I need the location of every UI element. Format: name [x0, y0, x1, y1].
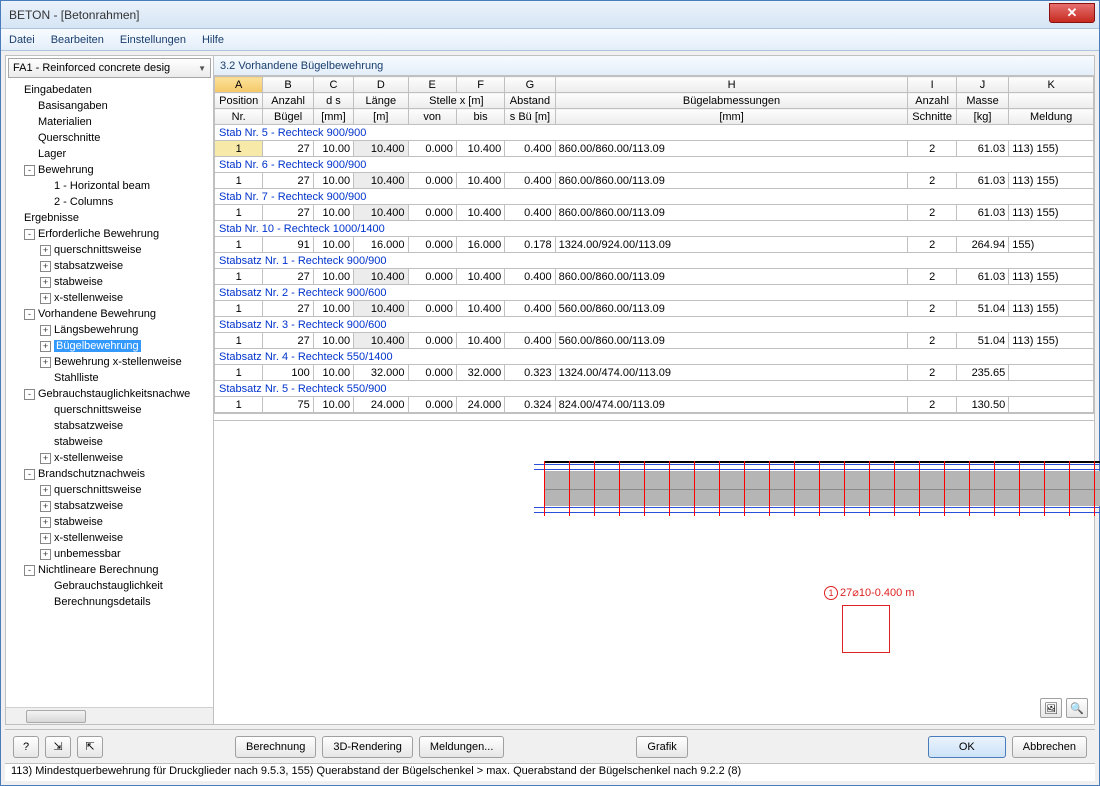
tree-item[interactable]: Lager: [6, 146, 213, 162]
tree-item[interactable]: querschnittsweise: [6, 402, 213, 418]
tree-item[interactable]: 1 - Horizontal beam: [6, 178, 213, 194]
zoom-icon[interactable]: 🔍: [1066, 698, 1088, 718]
tree-item[interactable]: -Bewehrung: [6, 162, 213, 178]
tree-item[interactable]: Eingabedaten: [6, 82, 213, 98]
tree-item[interactable]: -Gebrauchstauglichkeitsnachwe: [6, 386, 213, 402]
tree-item[interactable]: stabsatzweise: [6, 418, 213, 434]
menu-datei[interactable]: Datei: [9, 34, 35, 46]
tree-item[interactable]: Materialien: [6, 114, 213, 130]
tree-item[interactable]: +querschnittsweise: [6, 482, 213, 498]
tree-item[interactable]: +Bügelbewehrung: [6, 338, 213, 354]
ok-button[interactable]: OK: [928, 736, 1006, 758]
results-table[interactable]: ABCDEFGHIJKPositionAnzahld sLängeStelle …: [214, 76, 1094, 413]
tree-item[interactable]: Basisangaben: [6, 98, 213, 114]
tree-item[interactable]: Berechnungsdetails: [6, 594, 213, 610]
load-case-combo[interactable]: FA1 - Reinforced concrete desig: [8, 58, 211, 78]
rendering-button[interactable]: 3D-Rendering: [322, 736, 412, 758]
tree-item[interactable]: +stabweise: [6, 514, 213, 530]
abbrechen-button[interactable]: Abbrechen: [1012, 736, 1087, 758]
print-icon[interactable]: 🖼: [1040, 698, 1062, 718]
tree-item[interactable]: stabweise: [6, 434, 213, 450]
titlebar: BETON - [Betonrahmen] ✕: [1, 1, 1099, 29]
tree-item[interactable]: +querschnittsweise: [6, 242, 213, 258]
graphic-area: 1 27⌀10-0.400 m 🖼 🔍: [214, 420, 1094, 724]
tree-item[interactable]: -Brandschutznachweis: [6, 466, 213, 482]
tree-item[interactable]: Ergebnisse: [6, 210, 213, 226]
stirrup-legend: 1 27⌀10-0.400 m: [824, 586, 915, 600]
meldungen-button[interactable]: Meldungen...: [419, 736, 505, 758]
right-panel: 3.2 Vorhandene Bügelbewehrung ABCDEFGHIJ…: [214, 56, 1094, 724]
tree-item[interactable]: +x-stellenweise: [6, 450, 213, 466]
grafik-button[interactable]: Grafik: [636, 736, 687, 758]
content-area: FA1 - Reinforced concrete desig Eingabed…: [5, 55, 1095, 725]
bottom-toolbar: ? ⇲ ⇱ Berechnung 3D-Rendering Meldungen.…: [5, 729, 1095, 763]
status-bar: 113) Mindestquerbewehrung für Druckglied…: [5, 763, 1095, 781]
tree-item[interactable]: Gebrauchstauglichkeit: [6, 578, 213, 594]
tree-item[interactable]: +Längsbewehrung: [6, 322, 213, 338]
left-panel: FA1 - Reinforced concrete desig Eingabed…: [6, 56, 214, 724]
menu-einstellungen[interactable]: Einstellungen: [120, 34, 186, 46]
nav-tree[interactable]: EingabedatenBasisangabenMaterialienQuers…: [6, 80, 213, 707]
tree-item[interactable]: 2 - Columns: [6, 194, 213, 210]
graphic-toolbar: 🖼 🔍: [1040, 698, 1088, 718]
legend-text: 27⌀10-0.400 m: [840, 586, 915, 599]
window-title: BETON - [Betonrahmen]: [5, 8, 140, 22]
tree-item[interactable]: -Erforderliche Bewehrung: [6, 226, 213, 242]
section-box: [842, 605, 890, 653]
tree-item[interactable]: +Bewehrung x-stellenweise: [6, 354, 213, 370]
menubar: Datei Bearbeiten Einstellungen Hilfe: [1, 29, 1099, 51]
tree-item[interactable]: +x-stellenweise: [6, 530, 213, 546]
tree-item[interactable]: -Vorhandene Bewehrung: [6, 306, 213, 322]
tree-item[interactable]: +x-stellenweise: [6, 290, 213, 306]
tree-item[interactable]: +stabsatzweise: [6, 498, 213, 514]
close-button[interactable]: ✕: [1049, 3, 1095, 23]
menu-hilfe[interactable]: Hilfe: [202, 34, 224, 46]
main-window: BETON - [Betonrahmen] ✕ Datei Bearbeiten E…: [0, 0, 1100, 786]
results-table-wrap: ABCDEFGHIJKPositionAnzahld sLängeStelle …: [214, 76, 1094, 414]
import-button[interactable]: ⇱: [77, 736, 103, 758]
tree-hscroll[interactable]: [6, 707, 213, 724]
help-button[interactable]: ?: [13, 736, 39, 758]
tree-item[interactable]: Stahlliste: [6, 370, 213, 386]
legend-circle: 1: [824, 586, 838, 600]
tree-item[interactable]: +stabsatzweise: [6, 258, 213, 274]
tree-item[interactable]: +unbemessbar: [6, 546, 213, 562]
section-header: 3.2 Vorhandene Bügelbewehrung: [214, 56, 1094, 76]
berechnung-button[interactable]: Berechnung: [235, 736, 316, 758]
export-button[interactable]: ⇲: [45, 736, 71, 758]
tree-item[interactable]: +stabweise: [6, 274, 213, 290]
tree-item[interactable]: -Nichtlineare Berechnung: [6, 562, 213, 578]
menu-bearbeiten[interactable]: Bearbeiten: [51, 34, 104, 46]
beam-diagram: [544, 461, 1100, 516]
tree-item[interactable]: Querschnitte: [6, 130, 213, 146]
